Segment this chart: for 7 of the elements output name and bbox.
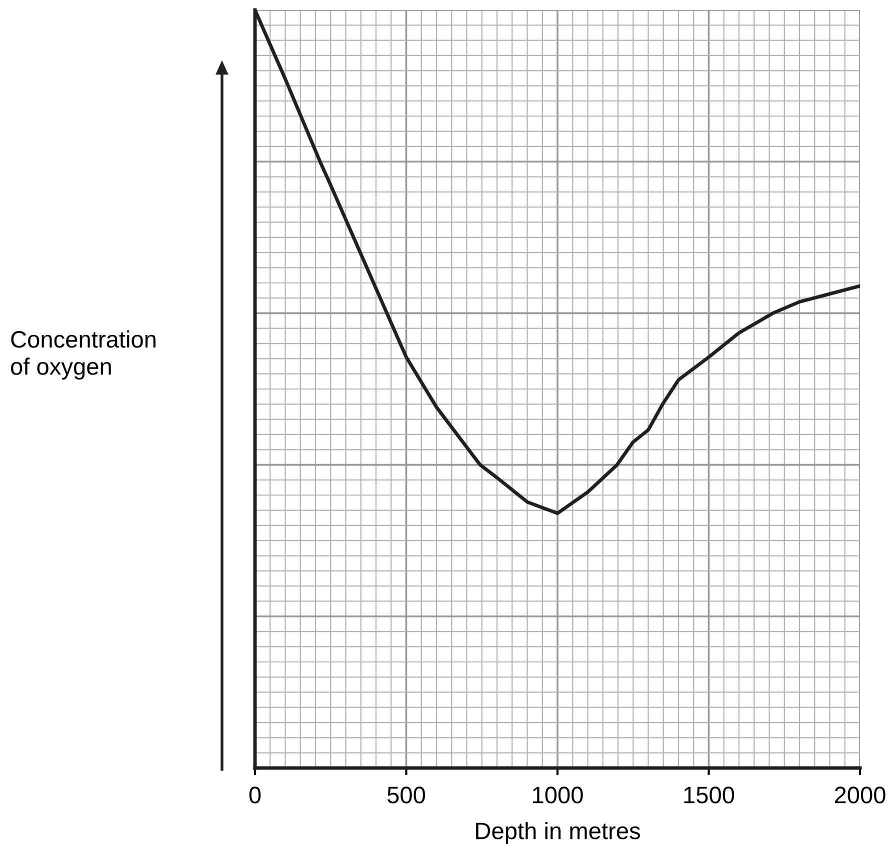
x-tick-label: 1500	[684, 786, 734, 804]
x-tick-label: 1000	[533, 786, 583, 804]
x-tick-label: 0	[249, 786, 261, 804]
y-axis-title: Concentration of oxygen	[10, 330, 156, 380]
x-axis-title: Depth in metres	[476, 822, 640, 844]
x-tick-label: 2000	[834, 786, 886, 804]
x-tick-label: 500	[388, 786, 426, 804]
